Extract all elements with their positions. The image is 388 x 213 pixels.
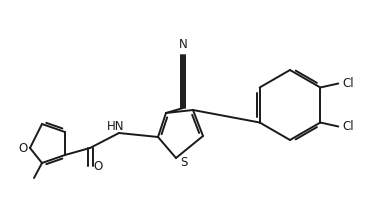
Text: HN: HN [107,119,125,132]
Text: O: O [18,141,28,154]
Text: S: S [180,157,188,170]
Text: Cl: Cl [343,120,354,133]
Text: O: O [94,160,102,173]
Text: Cl: Cl [343,77,354,90]
Text: N: N [178,37,187,50]
